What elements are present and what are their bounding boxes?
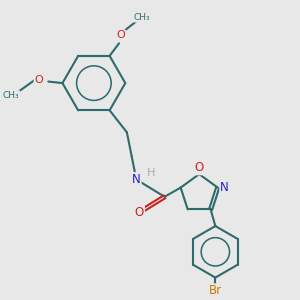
Text: CH₃: CH₃ — [134, 13, 150, 22]
Text: CH₃: CH₃ — [3, 91, 20, 100]
Text: O: O — [135, 206, 144, 219]
Text: O: O — [116, 31, 125, 40]
Text: O: O — [34, 75, 43, 85]
Text: N: N — [220, 181, 229, 194]
Text: O: O — [195, 161, 204, 174]
Text: N: N — [132, 173, 141, 186]
Text: H: H — [147, 168, 156, 178]
Text: Br: Br — [209, 284, 222, 297]
